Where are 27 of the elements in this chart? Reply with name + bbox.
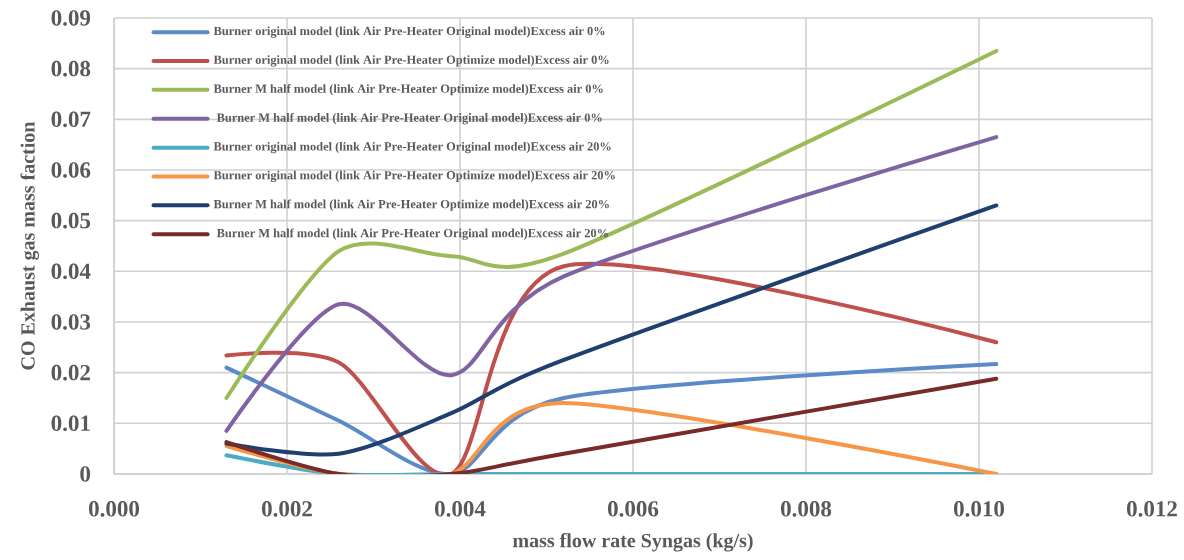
legend-label: Burner M half model (link Air Pre-Heater Original model)Excess air 20%	[216, 228, 608, 240]
x-tick-label: 0.006	[608, 501, 659, 517]
x-tick-label: 0.002	[262, 501, 312, 517]
legend-label: Burner original model (link Air Pre-Heater Optimize model)Excess air 20%	[213, 170, 615, 182]
x-tick-label: 0.012	[1127, 501, 1177, 517]
legend-label: Burner original model (link Air Pre-Heater Original model)Excess air 20%	[213, 141, 611, 154]
y-tick-label: 0.02	[51, 364, 90, 381]
y-tick-label: 0.04	[51, 263, 91, 280]
x-tick-label: 0.004	[435, 501, 486, 517]
legend-label: Burner M half model (link Air Pre-Heater Original model)Excess air 0%	[216, 112, 602, 125]
y-tick-label: 0.05	[51, 212, 91, 229]
x-tick-label: 0.008	[781, 501, 832, 517]
y-axis-title: CO Exhaust gas mass faction	[20, 121, 39, 370]
x-tick-label: 0.010	[954, 501, 1005, 517]
y-tick-label: 0.01	[51, 415, 90, 432]
y-tick-label: 0.07	[51, 111, 91, 128]
y-tick-label: 0	[80, 466, 91, 482]
y-tick-label: 0.08	[51, 60, 91, 77]
legend-label: Burner M half model (link Air Pre-Heater Optimize model)Excess air 20%	[213, 199, 609, 211]
legend-label: Burner M half model (link Air Pre-Heater Optimize model)Excess air 0%	[213, 84, 603, 96]
x-tick-label: 0.000	[89, 501, 140, 517]
y-tick-label: 0.06	[51, 162, 91, 178]
x-axis-title: mass flow rate Syngas (kg/s)	[512, 533, 753, 552]
legend-label: Burner original model (link Air Pre-Heater Original model)Excess air 0%	[213, 26, 605, 38]
legend-label: Burner original model (link Air Pre-Heater Optimize model)Excess air 0%	[213, 55, 609, 67]
y-tick-label: 0.03	[51, 314, 91, 330]
y-tick-label: 0.09	[51, 10, 91, 26]
